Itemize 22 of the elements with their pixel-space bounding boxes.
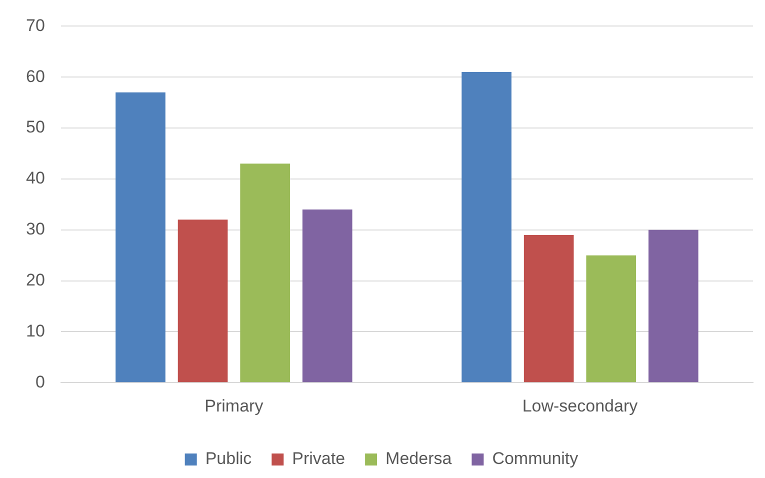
- y-tick-label: 30: [26, 220, 45, 239]
- x-tick-label: Low-secondary: [522, 396, 638, 416]
- y-tick-label: 20: [26, 270, 45, 290]
- x-tick-label: Primary: [204, 396, 264, 416]
- bar: [178, 220, 228, 382]
- bar: [116, 92, 166, 382]
- y-tick-label: 10: [26, 321, 45, 340]
- bar: [586, 255, 636, 382]
- bar: [240, 164, 290, 382]
- bar: [648, 230, 698, 382]
- y-tick-label: 50: [26, 118, 45, 137]
- legend-label: Public: [205, 449, 252, 468]
- y-tick-label: 70: [26, 16, 45, 35]
- legend-label: Medersa: [386, 449, 452, 468]
- bar: [524, 234, 574, 382]
- legend-label: Private: [292, 449, 346, 468]
- y-tick-label: 40: [26, 168, 45, 188]
- legend-label: Community: [492, 449, 579, 468]
- y-tick-label: 0: [35, 372, 45, 392]
- bar: [302, 209, 352, 382]
- y-tick-label: 60: [26, 66, 45, 86]
- bar: [462, 72, 512, 382]
